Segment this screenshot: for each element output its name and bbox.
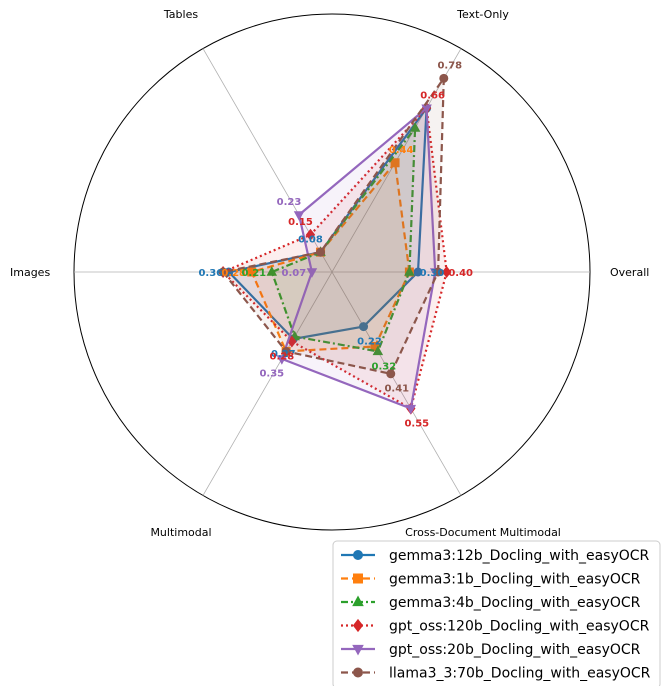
data-point (405, 404, 417, 415)
value-label: 0.36 (198, 268, 223, 279)
value-label: 0.28 (270, 351, 295, 362)
axis-label: Cross-Document Multimodal (405, 526, 561, 539)
axis-label: Images (10, 266, 50, 279)
data-point (352, 644, 364, 656)
data-point (306, 268, 318, 278)
series-1 (247, 158, 414, 356)
data-point (442, 265, 452, 279)
data-point (413, 267, 423, 277)
value-labels: 0.300.080.360.270.220.440.280.210.320.40… (198, 61, 473, 430)
data-point (218, 267, 228, 277)
axis-labels: Overall Text-Only Tables Images Multimodal Cr… (10, 8, 649, 539)
data-point (266, 266, 278, 276)
legend-label: gemma3:1b_Docling_with_easyOCR (389, 572, 641, 588)
series-fill (223, 108, 447, 409)
data-point (390, 158, 400, 168)
series-fill (228, 108, 427, 339)
axis-label: Overall (610, 266, 649, 279)
legend-label: gpt_oss:20b_Docling_with_easyOCR (389, 642, 641, 658)
data-point (247, 267, 257, 277)
data-point (353, 573, 363, 584)
legend-item: llama3_3:70b_Docling_with_easyOCR (341, 666, 651, 682)
data-point (386, 369, 396, 379)
legend: gemma3:12b_Docling_with_easyOCR gemma3:1b… (332, 540, 661, 686)
legend-label: gemma3:4b_Docling_with_easyOCR (389, 595, 641, 611)
legend-item: gpt_oss:120b_Docling_with_easyOCR (341, 619, 650, 635)
legend-label: gemma3:12b_Docling_with_easyOCR (389, 548, 650, 564)
data-point (359, 322, 369, 332)
data-point (281, 346, 291, 356)
legend-item: gemma3:12b_Docling_with_easyOCR (341, 548, 650, 564)
value-label: 0.08 (298, 234, 323, 245)
series-fill (223, 78, 444, 374)
data-point (305, 228, 316, 241)
value-label: 0.41 (384, 384, 409, 395)
axis-label: Multimodal (150, 526, 211, 539)
value-label: 0.35 (259, 369, 284, 380)
value-label: 0.66 (420, 90, 445, 101)
series-5 (218, 73, 449, 379)
value-label: 0.32 (372, 361, 397, 372)
legend-label: llama3_3:70b_Docling_with_easyOCR (389, 666, 651, 682)
axis-label: Text-Only (456, 8, 509, 21)
data-point (352, 595, 364, 607)
radar-spoke (202, 271, 333, 496)
value-label: 0.40 (448, 268, 473, 279)
data-point (352, 618, 364, 633)
radar-spoke (331, 271, 462, 496)
data-point (409, 122, 421, 132)
value-label: 0.30 (420, 268, 445, 279)
series-fill (271, 128, 416, 352)
data-point (353, 550, 363, 560)
data-point (433, 267, 443, 277)
data-point (276, 355, 288, 365)
value-label: 0.78 (437, 61, 462, 72)
legend-item: gemma3:4b_Docling_with_easyOCR (341, 595, 641, 611)
value-label: 0.23 (277, 197, 302, 208)
legend-item: gpt_oss:20b_Docling_with_easyOCR (341, 642, 641, 658)
series-layer (218, 73, 452, 415)
value-label: 0.15 (288, 217, 313, 228)
data-point (293, 211, 305, 221)
data-point (316, 247, 326, 257)
value-label: 0.21 (241, 268, 266, 279)
data-point (439, 73, 449, 83)
data-point (404, 266, 415, 276)
legend-box (332, 540, 661, 686)
data-point (353, 667, 363, 678)
value-label: 0.55 (404, 418, 429, 429)
value-label: 0.07 (282, 268, 307, 279)
legend-label: gpt_oss:120b_Docling_with_easyOCR (389, 619, 650, 635)
value-label: 0.22 (357, 337, 382, 348)
legend-item: gemma3:1b_Docling_with_easyOCR (341, 572, 641, 588)
value-label: 0.27 (271, 349, 296, 360)
data-point (421, 104, 432, 114)
series-fill (251, 162, 410, 352)
axis-label: Tables (163, 8, 198, 21)
value-label: 0.28 (221, 268, 246, 279)
value-label: 0.44 (389, 145, 414, 156)
data-point (372, 345, 384, 356)
series-fill (281, 108, 436, 409)
